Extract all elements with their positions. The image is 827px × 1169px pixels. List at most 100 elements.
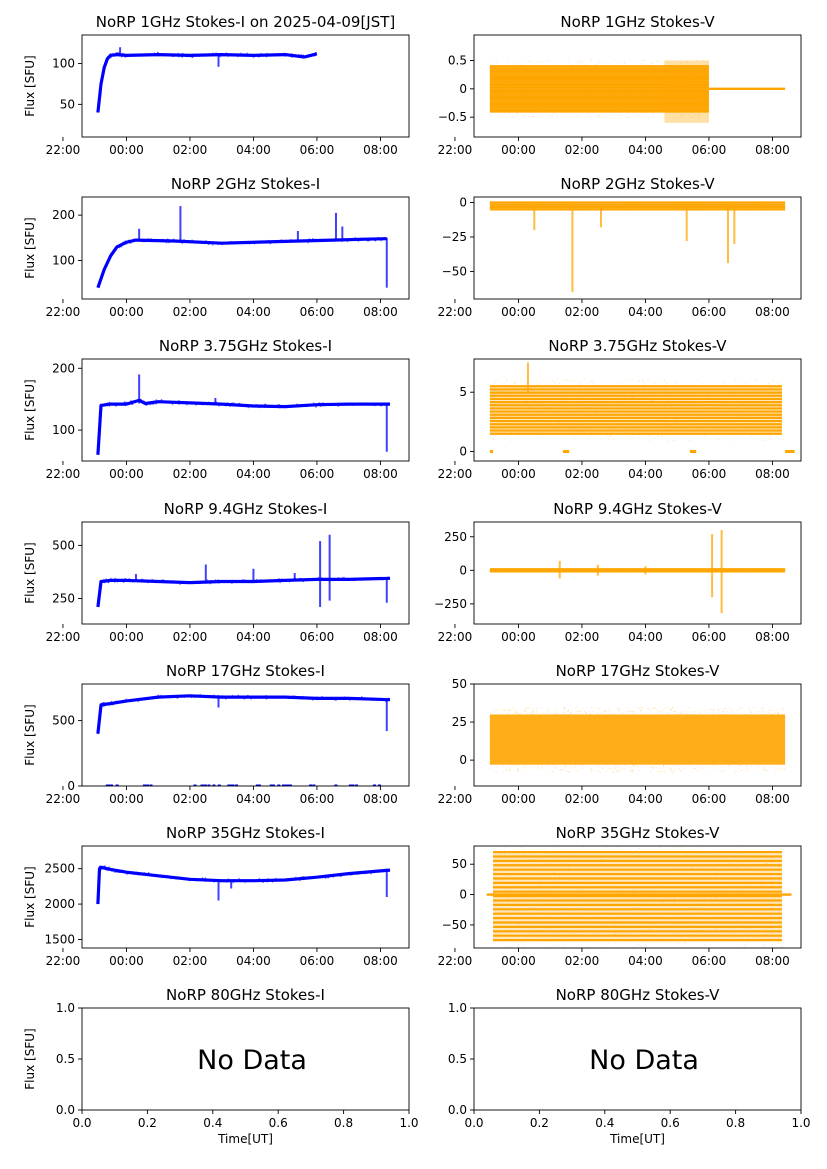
data-point (769, 709, 771, 711)
data-point (677, 418, 679, 420)
data-point (179, 583, 181, 585)
data-point (108, 704, 110, 706)
y-axis-label: Flux [SFU] (23, 542, 37, 603)
data-point (696, 60, 697, 62)
data-point (139, 697, 141, 700)
data-point (359, 238, 361, 241)
data-point (504, 708, 506, 710)
data-point (314, 52, 317, 54)
data-point (764, 403, 766, 404)
data-point (776, 437, 777, 439)
chart-title: NoRP 9.4GHz Stokes-I (164, 500, 328, 518)
x-tick-label: 00:00 (501, 305, 536, 319)
x-tick-label: 02:00 (565, 467, 600, 481)
data-point (729, 439, 731, 441)
x-tick-label: 02:00 (565, 630, 600, 644)
data-point (252, 56, 255, 59)
data-point (221, 243, 223, 246)
data-point (722, 711, 724, 712)
data-point (652, 437, 654, 439)
data-band (489, 386, 782, 434)
data-point (675, 62, 677, 64)
data-point (774, 712, 776, 714)
data-point (629, 59, 631, 61)
data-point (502, 771, 504, 773)
data-point (166, 400, 169, 403)
data-point (146, 238, 149, 240)
data-point (769, 438, 771, 440)
data-point (267, 239, 270, 242)
data-point (206, 579, 209, 581)
data-point (669, 708, 671, 710)
data-point (352, 404, 354, 407)
data-point (616, 770, 618, 772)
data-point (151, 403, 153, 405)
data-point (632, 771, 634, 773)
data-point (140, 578, 143, 581)
data-point (125, 701, 127, 703)
data-point (753, 712, 755, 713)
data-point (618, 767, 620, 768)
data-point (219, 695, 221, 698)
data-point (517, 770, 519, 772)
data-point (213, 53, 215, 56)
data-point (638, 115, 640, 117)
data-point (247, 406, 250, 409)
data-point (752, 403, 754, 404)
data-point (663, 425, 665, 427)
data-point (355, 697, 358, 700)
data-point (124, 401, 126, 404)
data-point (762, 708, 764, 710)
data-point (678, 767, 679, 769)
chart-title: NoRP 2GHz Stokes-V (560, 175, 715, 193)
data-point (142, 239, 144, 241)
data-point (617, 403, 619, 404)
data-point (619, 708, 621, 709)
data-point (125, 401, 128, 404)
data-point (563, 707, 565, 709)
data-point (571, 116, 573, 117)
data-point (120, 245, 123, 248)
data-point (235, 581, 238, 583)
data-point (181, 56, 183, 58)
data-point (556, 63, 558, 65)
x-tick-label: 00:00 (109, 630, 144, 644)
data-point (102, 705, 104, 708)
y-tick-label: 500 (52, 538, 75, 552)
data-point (122, 581, 125, 584)
data-point (319, 405, 322, 408)
x-tick-label: 00:00 (109, 143, 144, 157)
data-point (230, 242, 233, 245)
data-point (108, 578, 111, 581)
data-point (532, 766, 534, 768)
data-point (668, 436, 670, 438)
data-point (592, 383, 594, 385)
data-point (144, 239, 147, 241)
data-point (681, 711, 683, 713)
data-point (131, 403, 134, 406)
data-point (357, 240, 360, 242)
data-point (121, 578, 124, 581)
data-point (160, 401, 162, 403)
data-point (123, 243, 126, 245)
chart-3: NoRP 2GHz Stokes-V22:00 00:00 02:00 04:00 06… (438, 175, 802, 319)
data-point (676, 117, 678, 118)
x-tick-label: 08:00 (363, 630, 398, 644)
data-point (211, 402, 213, 405)
data-point (736, 425, 738, 427)
data-point (598, 115, 600, 116)
data-point (569, 379, 571, 381)
data-point (98, 593, 101, 595)
data-point (157, 238, 160, 241)
data-point (525, 403, 527, 404)
data-point (114, 55, 116, 57)
data-point (164, 241, 166, 243)
data-point (515, 382, 517, 384)
data-point (638, 706, 640, 708)
data-point (514, 765, 516, 767)
data-point (663, 61, 665, 63)
data-point (98, 434, 100, 437)
data-point (142, 400, 144, 403)
data-point (527, 707, 529, 709)
data-zero-point (288, 784, 292, 786)
